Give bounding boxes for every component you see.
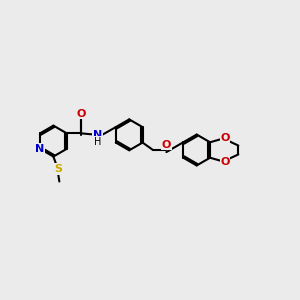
- Text: S: S: [54, 164, 62, 174]
- Text: N: N: [93, 130, 102, 140]
- Text: O: O: [162, 140, 171, 150]
- Text: O: O: [220, 157, 230, 167]
- Text: O: O: [76, 109, 86, 119]
- Text: O: O: [220, 133, 230, 143]
- Text: H: H: [94, 137, 101, 147]
- Text: N: N: [35, 144, 45, 154]
